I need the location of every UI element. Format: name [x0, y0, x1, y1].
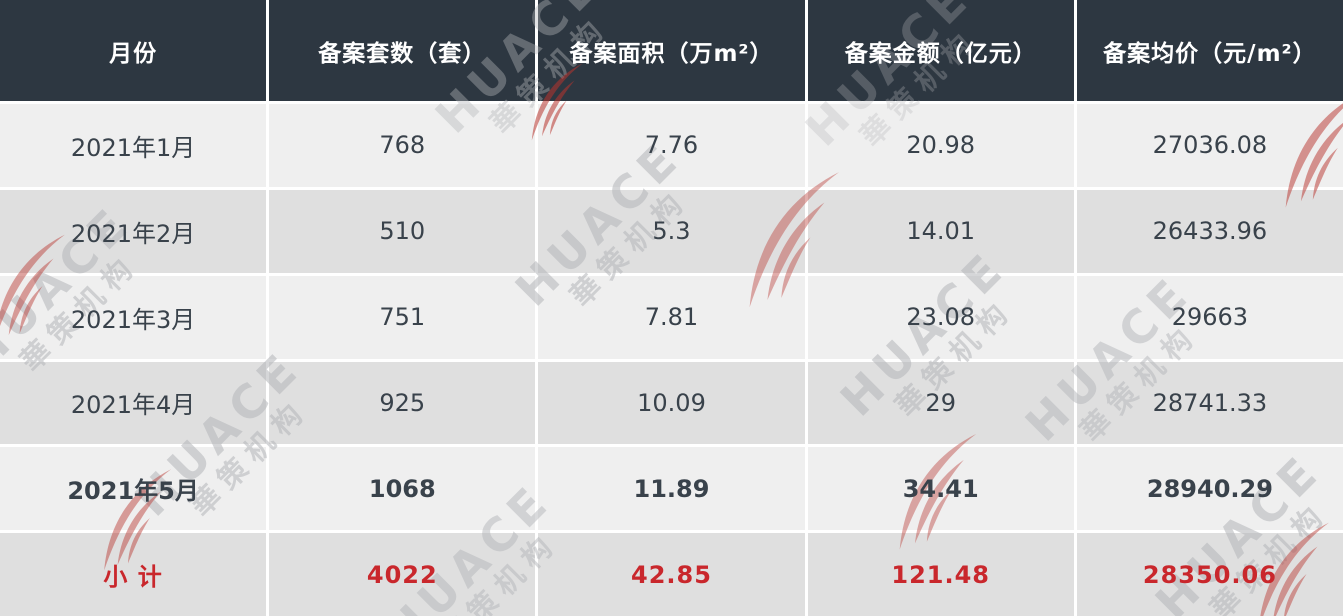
- table-cell: 20.98: [807, 104, 1074, 187]
- table-cell: 2021年1月: [0, 104, 267, 187]
- table-cell: 29: [807, 361, 1074, 445]
- cell-value: 34.41: [902, 474, 979, 503]
- table-cell: 5.3: [538, 189, 805, 273]
- cell-value: 751: [379, 303, 426, 332]
- cell-value: 27036.08: [1152, 131, 1268, 160]
- cell-value: 7.76: [644, 131, 699, 160]
- table-cell: 26433.96: [1076, 189, 1343, 273]
- cell-value: 29663: [1171, 303, 1249, 332]
- column-header-label: 备案套数（套）: [318, 40, 487, 67]
- table-cell: 751: [269, 275, 536, 359]
- table-cell: 23.08: [807, 275, 1074, 359]
- subtotal-cell: 121.48: [807, 533, 1074, 616]
- subtotal-cell: 28350.06: [1076, 533, 1343, 616]
- cell-value: 42.85: [631, 560, 712, 589]
- cell-value: 23.08: [906, 303, 976, 332]
- cell-value: 7.81: [644, 303, 699, 332]
- cell-value: 121.48: [891, 560, 990, 589]
- table-cell: 28741.33: [1076, 361, 1343, 445]
- cell-value: 28741.33: [1152, 388, 1268, 417]
- cell-value: 10.09: [637, 388, 706, 417]
- subtotal-cell: 4022: [269, 533, 536, 616]
- table-cell: 2021年3月: [0, 275, 267, 359]
- cell-value: 2021年1月: [70, 133, 196, 162]
- cell-value: 28350.06: [1142, 560, 1277, 589]
- cell-value: 2021年3月: [70, 305, 196, 334]
- table-cell: 7.81: [538, 275, 805, 359]
- cell-value: 1068: [368, 474, 436, 503]
- table-cell: 14.01: [807, 189, 1074, 273]
- column-header: 备案套数（套）: [269, 0, 536, 101]
- subtotal-cell: 42.85: [538, 533, 805, 616]
- table-cell: 28940.29: [1076, 447, 1343, 531]
- cell-value: 小 计: [103, 563, 163, 592]
- table-cell: 29663: [1076, 275, 1343, 359]
- cell-value: 4022: [366, 560, 438, 589]
- cell-value: 2021年5月: [67, 477, 199, 506]
- cell-value: 29: [925, 388, 956, 417]
- column-header: 备案金额（亿元）: [807, 0, 1074, 101]
- table-cell: 2021年4月: [0, 361, 267, 445]
- cell-value: 20.98: [906, 131, 976, 160]
- column-header: 备案均价（元/m²）: [1076, 0, 1343, 101]
- cell-value: 2021年2月: [70, 219, 196, 248]
- cell-value: 14.01: [906, 217, 976, 246]
- cell-value: 768: [379, 131, 426, 160]
- table-cell: 10.09: [538, 361, 805, 445]
- cell-value: 28940.29: [1146, 474, 1273, 503]
- cell-value: 2021年4月: [70, 391, 196, 420]
- column-header: 备案面积（万m²）: [538, 0, 805, 101]
- cell-value: 5.3: [652, 217, 691, 246]
- column-header-label: 备案均价（元/m²）: [1103, 40, 1317, 67]
- table-cell: 1068: [269, 447, 536, 531]
- subtotal-cell: 小 计: [0, 533, 267, 616]
- table-cell: 7.76: [538, 104, 805, 187]
- column-header-label: 月份: [109, 40, 158, 67]
- cell-value: 925: [379, 388, 426, 417]
- table-cell: 925: [269, 361, 536, 445]
- table-cell: 2021年2月: [0, 189, 267, 273]
- cell-value: 510: [379, 217, 426, 246]
- cell-value: 11.89: [633, 474, 710, 503]
- column-header-label: 备案金额（亿元）: [844, 40, 1037, 67]
- cell-value: 26433.96: [1152, 217, 1268, 246]
- table-cell: 768: [269, 104, 536, 187]
- column-header-label: 备案面积（万m²）: [569, 40, 774, 67]
- table-cell: 510: [269, 189, 536, 273]
- table-cell: 2021年5月: [0, 447, 267, 531]
- table-cell: 34.41: [807, 447, 1074, 531]
- table-cell: 27036.08: [1076, 104, 1343, 187]
- column-header: 月份: [0, 0, 267, 101]
- table-cell: 11.89: [538, 447, 805, 531]
